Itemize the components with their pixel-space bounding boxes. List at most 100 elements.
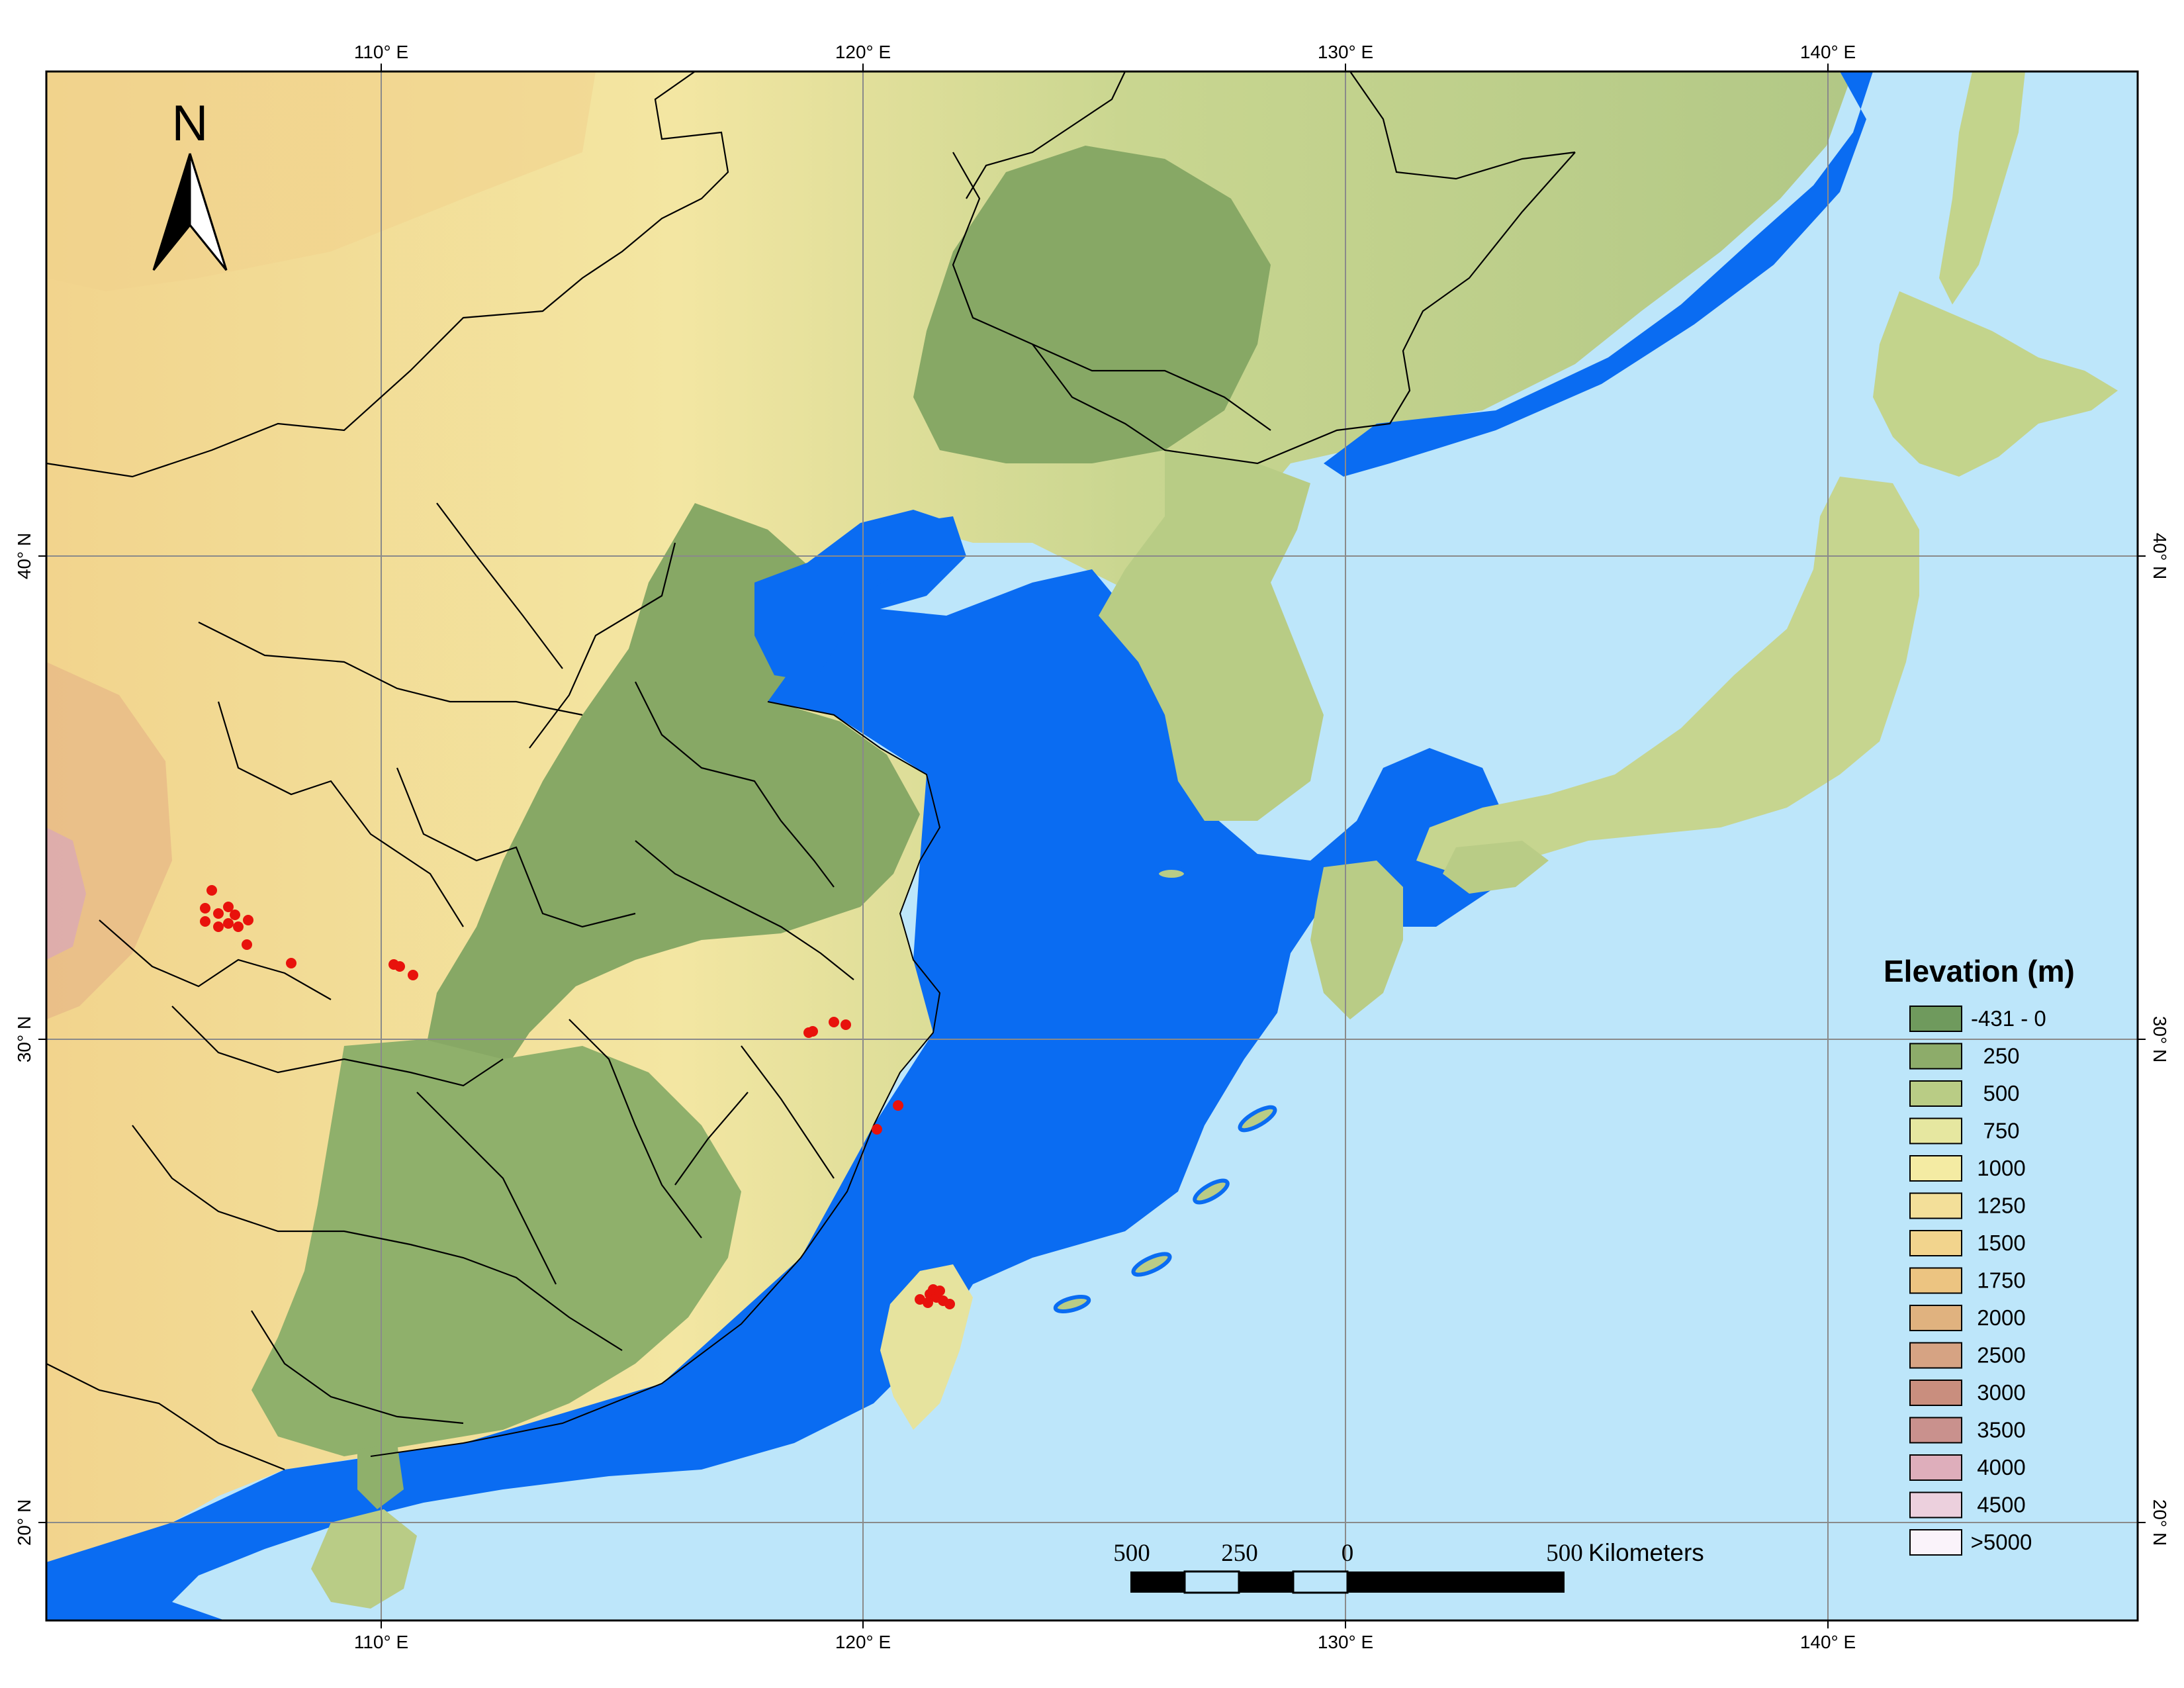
sample-point: [408, 970, 418, 980]
legend-swatch: [1909, 1267, 1962, 1294]
top-lon-label: 110° E: [354, 42, 408, 62]
sample-point: [243, 915, 253, 925]
scale-bar: 500 250 0 500 Kilometers: [1113, 1539, 1704, 1594]
sample-point: [841, 1019, 851, 1030]
legend-swatch: [1909, 1230, 1962, 1256]
legend-label: 1250: [1977, 1194, 2025, 1218]
sample-point: [200, 903, 210, 914]
legend-title: Elevation (m): [1884, 954, 2075, 988]
right-lat-label: 40° N: [2150, 533, 2170, 579]
sample-point: [242, 939, 252, 950]
mongolian-plateau: [46, 71, 596, 291]
ryukyu-islands: [1053, 866, 1277, 1313]
sakhalin: [1939, 71, 2025, 305]
sample-point: [200, 916, 210, 927]
legend-swatch: [1909, 1080, 1962, 1107]
east-china-sea-shelf: [46, 516, 1509, 1620]
tibetan-edge: [46, 827, 86, 960]
legend-swatch: [1909, 1417, 1962, 1444]
legend-label: 2500: [1977, 1343, 2025, 1368]
legend-label: 250: [1983, 1044, 2019, 1068]
japan-sea-coastal-shelf: [1324, 71, 1873, 477]
bottom-lon-label: 140° E: [1800, 1632, 1856, 1652]
left-lat-label: 40° N: [14, 533, 34, 579]
sample-point: [213, 921, 224, 932]
hokkaido: [1873, 291, 2118, 477]
korean-peninsula: [1099, 450, 1324, 821]
legend-swatch: [1909, 1305, 1962, 1331]
sample-point: [944, 1299, 955, 1309]
tick-marks: [38, 64, 2146, 1628]
sample-point: [223, 902, 234, 912]
scale-unit: Kilometers: [1588, 1539, 1704, 1566]
sample-point: [923, 1297, 933, 1308]
sample-point: [213, 908, 224, 919]
honshu: [1416, 477, 1919, 874]
legend-swatch: [1909, 1117, 1962, 1145]
right-lat-label: 30° N: [2150, 1016, 2170, 1062]
top-lon-label: 120° E: [835, 42, 891, 62]
scale-label: 0: [1342, 1540, 1354, 1567]
legend-label: 3000: [1977, 1380, 2025, 1405]
map-frame-content: [46, 71, 2138, 1620]
sample-point: [394, 961, 405, 972]
legend-swatch: [1909, 1380, 1962, 1406]
kyushu: [1310, 861, 1403, 1019]
coastline: [370, 701, 941, 1457]
legend-swatch: [1909, 1491, 1962, 1519]
legend-label: 1750: [1977, 1268, 2025, 1293]
scale-label: 500: [1546, 1540, 1583, 1567]
legend-label: -431 - 0: [1971, 1006, 2046, 1031]
sample-point: [807, 1026, 818, 1037]
legend-label: >5000: [1971, 1530, 2032, 1554]
left-lat-label: 30° N: [14, 1016, 34, 1062]
legend-label: 3500: [1977, 1418, 2025, 1442]
left-lat-label: 20° N: [14, 1499, 34, 1546]
graticule: [46, 71, 2138, 1620]
legend-swatch: [1909, 1155, 1962, 1182]
legend-swatch: [1909, 1043, 1962, 1070]
bottom-lon-label: 120° E: [835, 1632, 891, 1652]
sample-point: [206, 885, 217, 896]
legend-swatch: [1909, 1454, 1962, 1481]
sample-point: [915, 1294, 925, 1305]
shikoku: [1443, 841, 1549, 894]
top-lon-label: 130° E: [1318, 42, 1373, 62]
legend-label: 1000: [1977, 1156, 2025, 1180]
bottom-lon-label: 110° E: [354, 1632, 408, 1652]
administrative-borders: [46, 71, 1576, 1471]
sample-point: [872, 1124, 882, 1135]
map-border: [45, 70, 2139, 1622]
bohai-sea: [754, 510, 953, 682]
legend-swatch: [1909, 1192, 1962, 1219]
top-lon-label: 140° E: [1800, 42, 1856, 62]
legend-label: 1500: [1977, 1231, 2025, 1255]
scale-label: 500: [1113, 1540, 1150, 1567]
sample-points: [200, 885, 955, 1309]
sample-point: [230, 910, 240, 920]
sample-point: [223, 918, 234, 929]
manchurian-plain: [913, 146, 1271, 463]
sample-point: [829, 1017, 839, 1027]
legend-label: 750: [1983, 1119, 2019, 1143]
south-china-lowland: [251, 1039, 741, 1456]
north-arrow-label: N: [172, 95, 208, 152]
sample-point: [286, 958, 296, 968]
elevation-legend: Elevation (m) -431 - 0 250 500 750 1000 1250 1…: [1884, 954, 2075, 1556]
legend-label: 4500: [1977, 1493, 2025, 1517]
legend-swatch: [1909, 1006, 1962, 1032]
legend-label: 4000: [1977, 1455, 2025, 1479]
legend-label: 500: [1983, 1081, 2019, 1105]
right-lat-label: 20° N: [2150, 1499, 2170, 1546]
legend-label: 2000: [1977, 1305, 2025, 1330]
north-arrow: N: [152, 95, 228, 271]
bottom-lon-label: 130° E: [1318, 1632, 1373, 1652]
hainan: [311, 1509, 417, 1609]
sample-point: [233, 921, 244, 932]
western-highlands: [46, 662, 172, 1019]
sample-point: [934, 1286, 945, 1296]
legend-swatch: [1909, 1529, 1962, 1556]
legend-swatch: [1909, 1342, 1962, 1369]
scale-label: 250: [1221, 1540, 1258, 1567]
